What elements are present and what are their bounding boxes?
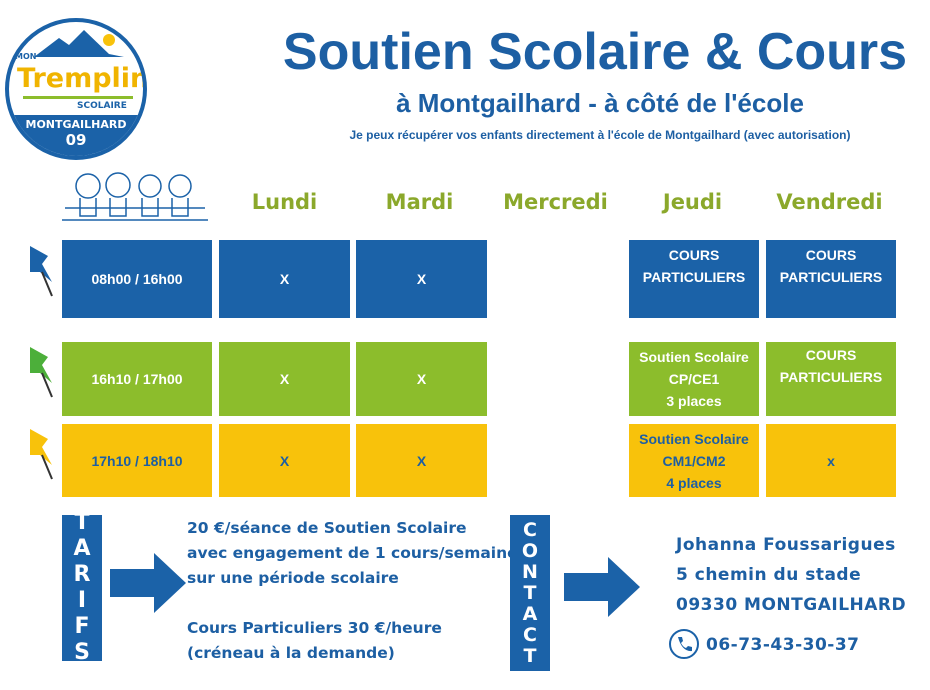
row1-lundi: X [219, 240, 350, 318]
row2-jeudi: Soutien Scolaire CP/CE1 3 places [629, 342, 759, 416]
arrow-right-icon [110, 553, 186, 613]
row3-jeudi: Soutien Scolaire CM1/CM2 4 places [629, 424, 759, 497]
logo: MON Tremplin SCOLAIRE MONTGAILHARD 09 [5, 18, 147, 160]
yellow-pushpin-icon [30, 429, 53, 480]
letter: A [522, 602, 538, 625]
tarif-line: (créneau à la demande) [187, 644, 395, 662]
cell-line: Soutien Scolaire [639, 349, 749, 365]
cell-line: Soutien Scolaire [639, 430, 749, 447]
logo-stripe [23, 96, 133, 99]
logo-dept: 09 [65, 131, 87, 149]
cell-line: COURS [668, 247, 720, 263]
letter: N [522, 560, 538, 583]
row2-vendredi: COURS PARTICULIERS [766, 342, 896, 416]
row1-vendredi: COURS PARTICULIERS [766, 240, 896, 318]
time-slot-3: 17h10 / 18h10 [62, 424, 212, 497]
contact-info: Johanna Foussarigues 5 chemin du stade 0… [676, 530, 906, 620]
time-slot-1: 08h00 / 16h00 [62, 240, 212, 318]
green-pushpin-icon [30, 347, 53, 398]
children-illustration-icon [62, 172, 208, 221]
cell-line: PARTICULIERS [779, 269, 883, 285]
tarif-spacer [187, 591, 518, 616]
row1-jeudi: COURS PARTICULIERS [629, 240, 759, 318]
row3-mardi: X [356, 424, 487, 497]
cell-line: PARTICULIERS [779, 369, 883, 385]
day-lundi: Lundi [251, 190, 318, 214]
cell-line: 3 places [666, 393, 722, 409]
logo-band [9, 115, 143, 156]
tarif-line: Cours Particuliers 30 €/heure [187, 619, 442, 637]
letter: F [74, 614, 90, 639]
letter: C [523, 518, 537, 541]
logo-brand: Tremplin [17, 63, 147, 94]
day-mardi: Mardi [385, 190, 454, 214]
letter: S [74, 640, 90, 665]
contact-city: 09330 MONTGAILHARD [676, 595, 907, 615]
contact-address: 5 chemin du stade [676, 565, 862, 585]
row3-lundi: X [219, 424, 350, 497]
row1-mardi: X [356, 240, 487, 318]
mountain-icon [34, 30, 124, 57]
cell-line: 4 places [666, 474, 722, 491]
letter: T [74, 510, 90, 535]
row3-vendredi: x [766, 424, 896, 497]
cell-line: COURS [805, 347, 857, 363]
subtitle: à Montgailhard - à côté de l'école [396, 88, 804, 118]
day-vendredi: Vendredi [776, 190, 883, 214]
tarifs-text: 20 €/séance de Soutien Scolaire avec eng… [187, 516, 518, 666]
letter: R [73, 562, 91, 587]
time-slot-2: 16h10 / 17h00 [62, 342, 212, 416]
letter: T [523, 581, 537, 604]
row2-lundi: X [219, 342, 350, 416]
day-jeudi: Jeudi [662, 190, 723, 214]
cell-line: COURS [805, 247, 857, 263]
logo-town: MONTGAILHARD [25, 118, 127, 131]
letter: A [73, 536, 91, 561]
cell-line: CM1/CM2 [662, 452, 726, 469]
phone-icon [669, 629, 699, 659]
tarif-line: 20 €/séance de Soutien Scolaire [187, 519, 467, 537]
logo-sub: SCOLAIRE [77, 101, 127, 111]
tarif-line: sur une période scolaire [187, 569, 399, 587]
cell-line: PARTICULIERS [642, 269, 746, 285]
arrow-right-icon [564, 557, 640, 617]
contact-name: Johanna Foussarigues [676, 535, 896, 555]
letter: O [521, 539, 539, 562]
logo-mon: MON [15, 52, 37, 61]
pickup-note: Je peux récupérer vos enfants directemen… [349, 128, 851, 142]
page-title: Soutien Scolaire & Cours [282, 23, 908, 81]
contact-phone[interactable]: 06-73-43-30-37 [706, 635, 860, 655]
day-mercredi: Mercredi [503, 190, 608, 214]
row2-mardi: X [356, 342, 487, 416]
letter: T [523, 644, 537, 667]
letter: I [77, 588, 87, 613]
letter: C [523, 623, 537, 646]
blue-pushpin-icon [30, 246, 53, 297]
tarif-line: avec engagement de 1 cours/semaine [187, 544, 518, 562]
cell-line: CP/CE1 [668, 371, 720, 387]
